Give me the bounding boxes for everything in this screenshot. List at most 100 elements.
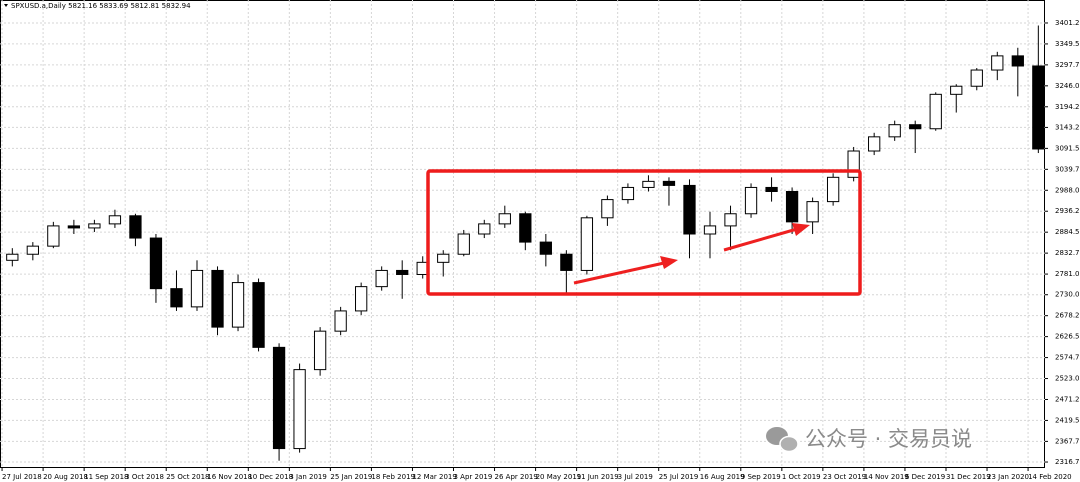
- candle-body: [129, 215, 142, 239]
- candle-body: [334, 310, 347, 332]
- candle-body: [47, 225, 60, 247]
- highlight-box: [426, 169, 862, 296]
- x-tick-label: 11 Jun 2019: [577, 473, 619, 481]
- candle-body: [149, 237, 163, 290]
- candle-body: [88, 223, 101, 229]
- candle-body: [765, 186, 778, 192]
- candle-body: [170, 288, 183, 308]
- x-tick-label: 27 Jul 2018: [2, 473, 42, 481]
- x-tick-label: 25 Oct 2018: [166, 473, 209, 481]
- candle-body: [1011, 55, 1024, 67]
- candle-body: [662, 180, 676, 186]
- x-tick-label: 20 Aug 2018: [43, 473, 88, 481]
- candle-body: [950, 85, 963, 95]
- candle-body: [991, 55, 1004, 71]
- x-tick-label: 26 Apr 2019: [495, 473, 538, 481]
- y-tick-label: 2574.75: [1055, 354, 1080, 362]
- x-tick-label: 23 Jan 2020: [987, 473, 1029, 481]
- candle-body: [293, 369, 306, 450]
- x-tick-label: 6 Dec 2019: [905, 473, 945, 481]
- x-tick-label: 3 Oct 2018: [125, 473, 164, 481]
- y-tick-label: 2316.75: [1055, 458, 1080, 466]
- candle-body: [847, 150, 860, 178]
- x-tick-label: 1 Oct 2019: [782, 473, 821, 481]
- grid: [0, 0, 1045, 468]
- x-tick-label: 23 Oct 2019: [823, 473, 866, 481]
- candle-body: [703, 225, 717, 235]
- x-tick-label: 14 Feb 2020: [1028, 473, 1072, 481]
- candle-body: [621, 186, 635, 201]
- y-tick-label: 2730.00: [1055, 291, 1080, 299]
- y-tick-label: 2678.25: [1055, 312, 1080, 320]
- candle-body: [457, 233, 470, 255]
- candle-body: [724, 213, 737, 227]
- arrow: [723, 227, 798, 252]
- x-tick-label: 16 Aug 2019: [700, 473, 745, 481]
- candle-body: [355, 286, 368, 312]
- x-tick-label: 9 Sep 2019: [741, 473, 781, 481]
- y-tick-label: 2471.25: [1055, 395, 1080, 403]
- y-tick-label: 3194.25: [1055, 103, 1080, 111]
- y-tick-label: 2367.75: [1055, 437, 1080, 445]
- icon-bubble: [779, 435, 799, 453]
- x-tick-label: 3 Jul 2019: [618, 473, 653, 481]
- y-tick-label: 3401.25: [1055, 19, 1080, 27]
- y-tick-label: 2832.75: [1055, 249, 1080, 257]
- candle-body: [601, 199, 614, 219]
- y-tick-label: 3091.50: [1055, 144, 1080, 152]
- chart-title: SPXUSD.a,Daily 5821.16 5833.69 5812.81 5…: [11, 2, 191, 10]
- candle-body: [642, 180, 655, 188]
- candle-body: [313, 330, 327, 371]
- x-tick-label: 14 Nov 2019: [864, 473, 909, 481]
- arrow-head: [660, 256, 678, 269]
- candle-body: [868, 136, 881, 152]
- candle-body: [806, 201, 819, 223]
- y-tick-label: 3297.75: [1055, 61, 1080, 69]
- candle-body: [396, 269, 409, 275]
- y-tick-label: 2988.00: [1055, 186, 1080, 194]
- y-tick-label: 2936.25: [1055, 207, 1080, 215]
- x-tick-label: 3 Apr 2019: [454, 473, 493, 481]
- x-tick-label: 12 Mar 2019: [412, 473, 456, 481]
- candle-body: [580, 217, 594, 271]
- arrows: [573, 223, 810, 285]
- x-tick-label: 18 Feb 2019: [371, 473, 415, 481]
- watermark-icon: [766, 427, 799, 453]
- x-tick-label: 25 Jul 2019: [659, 473, 699, 481]
- candle-body: [519, 213, 532, 243]
- candle-body: [539, 241, 552, 255]
- x-tick-label: 3 Jan 2019: [289, 473, 327, 481]
- x-tick-label: 16 Nov 2018: [207, 473, 252, 481]
- candle-body: [211, 269, 224, 328]
- candle-body: [560, 253, 573, 271]
- y-tick-label: 2626.50: [1055, 333, 1080, 341]
- y-tick-label: 2884.50: [1055, 228, 1080, 236]
- y-tick-label: 3246.00: [1055, 82, 1080, 90]
- plot-frame: [0, 0, 1045, 468]
- candles: [6, 25, 1045, 461]
- candle-body: [498, 213, 511, 225]
- y-tick-label: 2523.00: [1055, 375, 1080, 383]
- candle-body: [826, 176, 840, 203]
- candle-body: [744, 186, 758, 215]
- arrow-head: [792, 223, 810, 236]
- y-tick-label: 2419.50: [1055, 416, 1080, 424]
- candle-body: [252, 282, 265, 348]
- candle-body: [272, 346, 286, 450]
- candle-body: [67, 225, 81, 229]
- candle-body: [26, 245, 39, 255]
- x-tick-label: 25 Jan 2019: [330, 473, 372, 481]
- candle-body: [683, 184, 696, 235]
- candle-body: [6, 253, 19, 261]
- arrow: [573, 261, 665, 285]
- candle-body: [231, 282, 245, 328]
- y-tick-label: 3039.75: [1055, 165, 1080, 173]
- watermark: 公众号 · 交易员说: [805, 427, 972, 451]
- candle-body: [970, 69, 983, 87]
- x-tick-label: 31 Dec 2019: [946, 473, 991, 481]
- candle-body: [437, 253, 450, 263]
- candle-body: [108, 215, 122, 225]
- candle-body: [929, 93, 942, 130]
- candle-body: [190, 269, 204, 308]
